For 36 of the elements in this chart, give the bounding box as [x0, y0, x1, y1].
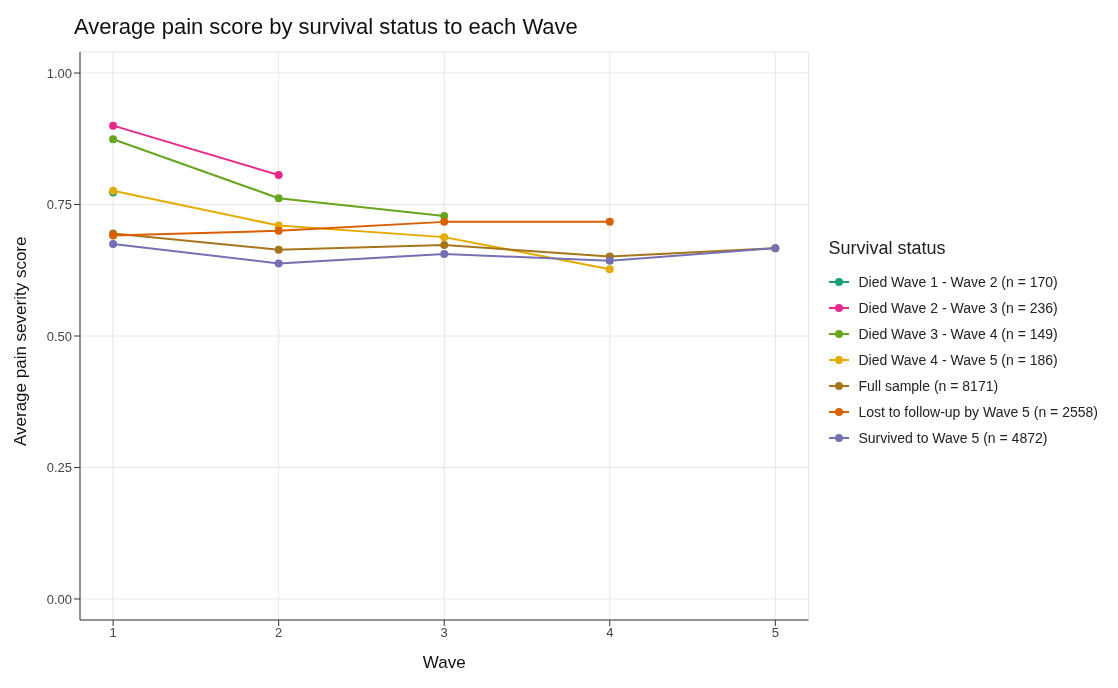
point — [274, 245, 283, 254]
x-tick-label: 5 — [771, 625, 779, 641]
point — [440, 233, 449, 242]
y-tick-label: 0.25 — [46, 460, 72, 476]
point — [274, 259, 283, 268]
x-tick-label: 3 — [440, 625, 448, 641]
x-tick-label: 2 — [275, 625, 283, 641]
point — [274, 226, 283, 235]
y-tick-label: 0.00 — [46, 591, 72, 607]
y-axis-title: Average pain severity score — [11, 236, 31, 446]
point — [605, 265, 614, 274]
legend-label: Died Wave 1 - Wave 2 (n = 170) — [858, 273, 1058, 290]
legend-label: Died Wave 3 - Wave 4 (n = 149) — [858, 325, 1058, 342]
chart-title: Average pain score by survival status to each Wave — [74, 14, 578, 40]
legend-label: Full sample (n = 8171) — [858, 377, 999, 394]
point — [274, 171, 283, 180]
point — [109, 121, 118, 130]
point — [605, 256, 614, 265]
point — [605, 217, 614, 226]
point — [440, 249, 449, 258]
point — [109, 239, 118, 248]
x-tick-label: 1 — [109, 625, 117, 641]
legend-label: Lost to follow-up by Wave 5 (n = 2558) — [858, 403, 1098, 420]
legend-label: Died Wave 4 - Wave 5 (n = 186) — [858, 351, 1058, 368]
x-tick-label: 4 — [606, 625, 614, 641]
point — [440, 241, 449, 250]
y-tick-label: 0.50 — [46, 328, 72, 344]
point — [274, 194, 283, 203]
legend-label: Survived to Wave 5 (n = 4872) — [858, 429, 1048, 446]
point — [440, 217, 449, 226]
legend-label: Died Wave 2 - Wave 3 (n = 236) — [858, 299, 1058, 316]
y-tick-label: 1.00 — [46, 65, 72, 81]
x-axis-title: Wave — [422, 653, 466, 672]
legend-title: Survival status — [828, 237, 947, 259]
y-tick-label: 0.75 — [46, 197, 72, 213]
point — [109, 135, 118, 144]
